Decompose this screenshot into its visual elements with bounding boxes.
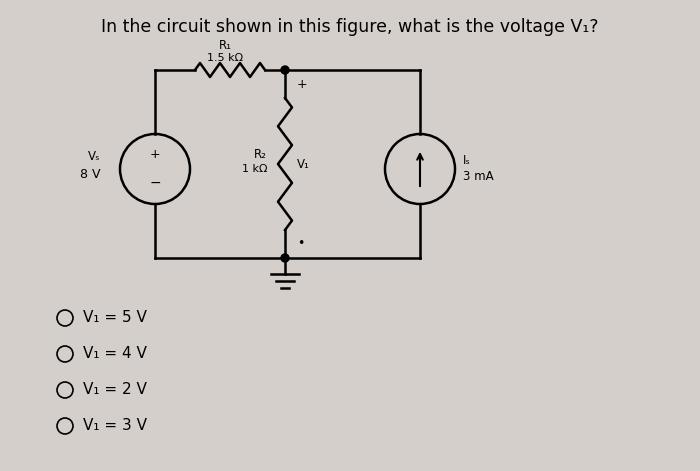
Circle shape bbox=[281, 254, 289, 262]
Text: R₁: R₁ bbox=[218, 39, 232, 52]
Text: R₂: R₂ bbox=[254, 147, 267, 161]
Text: V₁: V₁ bbox=[297, 157, 310, 171]
Text: •: • bbox=[297, 236, 304, 250]
Text: 3 mA: 3 mA bbox=[463, 171, 494, 184]
Text: V₁ = 2 V: V₁ = 2 V bbox=[83, 382, 147, 398]
Text: 1 kΩ: 1 kΩ bbox=[241, 164, 267, 174]
Text: +: + bbox=[150, 148, 160, 162]
Text: 1.5 kΩ: 1.5 kΩ bbox=[207, 53, 243, 63]
Circle shape bbox=[281, 66, 289, 74]
Text: 8 V: 8 V bbox=[80, 169, 100, 181]
Text: V₁ = 5 V: V₁ = 5 V bbox=[83, 310, 147, 325]
Text: V₁ = 3 V: V₁ = 3 V bbox=[83, 419, 147, 433]
Text: In the circuit shown in this figure, what is the voltage V₁?: In the circuit shown in this figure, wha… bbox=[102, 18, 598, 36]
Text: V₁ = 4 V: V₁ = 4 V bbox=[83, 347, 147, 362]
Text: Vₛ: Vₛ bbox=[88, 151, 100, 163]
Text: +: + bbox=[297, 79, 307, 91]
Text: −: − bbox=[149, 176, 161, 190]
Text: Iₛ: Iₛ bbox=[463, 154, 470, 168]
